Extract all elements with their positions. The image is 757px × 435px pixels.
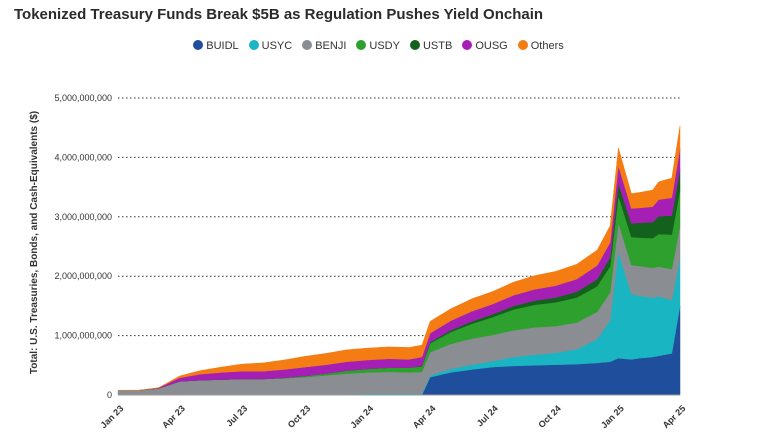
x-tick-label: Jan 23 (99, 403, 126, 430)
legend-swatch (409, 40, 420, 50)
y-tick-label: 2,000,000,000 (54, 271, 112, 281)
legend-label: BENJI (315, 40, 347, 52)
y-tick-label: 4,000,000,000 (54, 152, 112, 162)
y-tick-label: 5,000,000,000 (54, 93, 112, 103)
y-tick-label: 1,000,000,000 (54, 331, 112, 341)
area-others (118, 125, 681, 391)
x-tick-label: Oct 24 (536, 403, 563, 430)
x-tick-label: Jan 25 (599, 403, 626, 430)
legend-swatch (462, 40, 473, 50)
y-tick-label: 3,000,000,000 (54, 212, 112, 222)
area-layer (117, 125, 681, 396)
legend-item-benji[interactable]: BENJI (302, 40, 346, 52)
legend-item-ustb[interactable]: USTB (409, 40, 453, 52)
legend-item-buidl[interactable]: BUIDL (193, 40, 239, 52)
x-tick-label: Jan 24 (348, 403, 375, 430)
legend-label: Others (530, 40, 564, 52)
chart-legend: BUIDL USYC BENJI USDY USTB OUSG Others (0, 40, 757, 52)
legend-item-usyc[interactable]: USYC (248, 40, 293, 52)
x-tick-label: Jul 23 (224, 403, 249, 428)
chart-title: Tokenized Treasury Funds Break $5B as Re… (14, 6, 544, 23)
x-tick-label: Oct 23 (286, 403, 313, 430)
legend-swatch (356, 40, 367, 50)
y-tick-label: 0 (107, 390, 112, 400)
y-axis-label: Total: U.S. Treasuries, Bonds, and Cash-… (29, 111, 40, 374)
x-tick-label: Apr 24 (411, 403, 438, 430)
legend-label: USYC (261, 40, 293, 52)
legend-swatch (248, 40, 259, 50)
legend-item-others[interactable]: Others (517, 40, 564, 52)
legend-label: OUSG (475, 40, 508, 52)
x-tick-label: Jul 24 (475, 403, 500, 428)
legend-swatch (517, 40, 528, 50)
x-tick-label: Apr 25 (661, 403, 688, 430)
legend-item-ousg[interactable]: OUSG (462, 40, 508, 52)
legend-label: BUIDL (206, 40, 239, 52)
legend-swatch (193, 40, 204, 50)
legend-label: USDY (369, 40, 400, 52)
legend-label: USTB (422, 40, 453, 52)
legend-item-usdy[interactable]: USDY (356, 40, 400, 52)
x-tick-label: Apr 23 (160, 403, 187, 430)
legend-swatch (302, 40, 313, 50)
